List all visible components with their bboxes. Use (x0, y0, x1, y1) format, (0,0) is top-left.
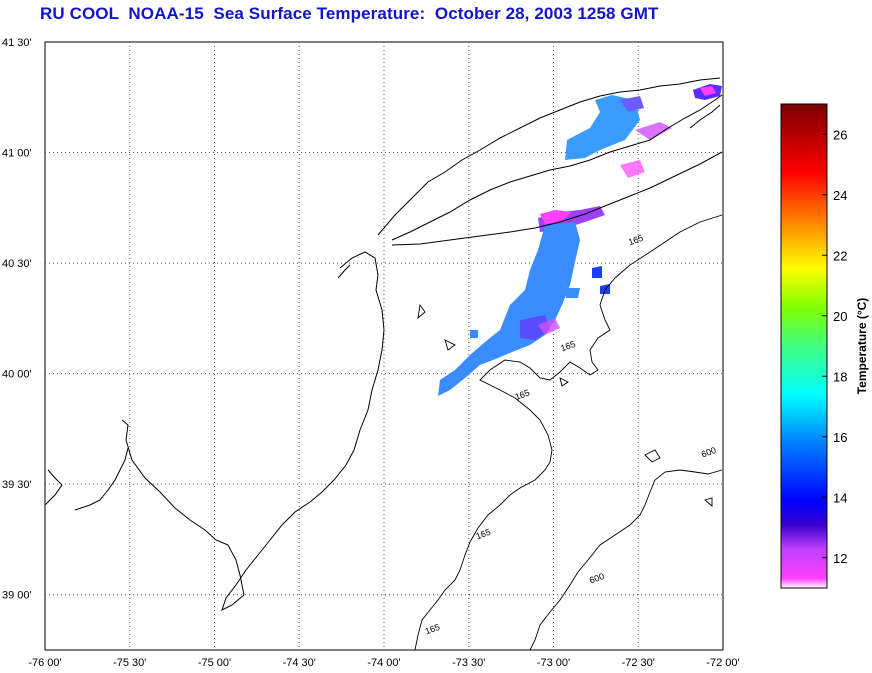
colorbar-tick-label: 18 (833, 369, 847, 384)
lon-tick-label: -72 30' (622, 657, 655, 669)
sst-speck-3 (565, 288, 580, 298)
map-title: RU COOL NOAA-15 Sea Surface Temperature:… (40, 4, 659, 23)
sst-patch-eastern-sound-warm (700, 86, 716, 96)
isobaths (414, 214, 723, 651)
sst-patch-ny-bight (438, 222, 580, 396)
coastline (44, 77, 723, 611)
colorbar-tick-label: 16 (833, 430, 847, 445)
colorbar-tick-label: 26 (833, 127, 847, 142)
lon-tick-label: -73 00' (537, 657, 570, 669)
colorbar-tick-label: 20 (833, 309, 847, 324)
lat-tick-label: 39 00' (2, 590, 32, 602)
sst-speck-4 (470, 330, 478, 338)
isobath-label: 600 (700, 445, 718, 460)
sst-patch-shore (620, 160, 645, 178)
colorbar-title: Temperature (°C) (855, 298, 869, 395)
isobath-label: 600 (588, 571, 606, 586)
lat-tick-label: 40 00' (2, 369, 32, 381)
colorbar-tick-label: 14 (833, 490, 847, 505)
sst-patch-sound-east (620, 96, 644, 112)
isobath-labels: 165 165 165 165 165 600 600 (424, 233, 718, 637)
sst-patch-cold-sound (635, 122, 672, 140)
lon-tick-label: -72 00' (706, 657, 739, 669)
axis-tick-labels: -76 00' -75 30' -75 00' -74 30' -74 00' -73 3… (2, 37, 740, 669)
isobath-label: 165 (627, 233, 645, 248)
lat-tick-label: 41 30' (2, 37, 32, 49)
lon-tick-label: -76 00' (28, 657, 61, 669)
colorbar-tick-label: 12 (833, 551, 847, 566)
isobath-label: 165 (559, 339, 577, 354)
sst-patch-bight-cold (538, 318, 560, 335)
colorbar (780, 103, 828, 589)
lon-tick-label: -75 00' (198, 657, 231, 669)
lon-tick-label: -74 30' (283, 657, 316, 669)
lat-tick-label: 40 30' (2, 258, 32, 270)
colorbar-ticks: 12 14 16 18 20 22 24 26 (822, 127, 847, 566)
colorbar-tick-label: 22 (833, 248, 847, 263)
sst-patch-sound (565, 95, 640, 160)
lon-tick-label: -74 00' (367, 657, 400, 669)
lon-tick-label: -75 30' (113, 657, 146, 669)
sst-patch-south-shore-cold (540, 210, 572, 224)
isobath-label: 165 (474, 527, 492, 542)
lat-tick-label: 41 00' (2, 148, 32, 160)
graticule (45, 42, 723, 650)
sst-overlay (438, 84, 722, 396)
isobath-label: 165 (424, 622, 442, 637)
lon-tick-label: -73 30' (452, 657, 485, 669)
lat-tick-label: 39 30' (2, 479, 32, 491)
sst-patch-bight-core (520, 315, 550, 340)
colorbar-tick-label: 24 (833, 188, 847, 203)
sst-speck-1 (592, 266, 602, 278)
isobath-label: 165 (513, 388, 531, 403)
